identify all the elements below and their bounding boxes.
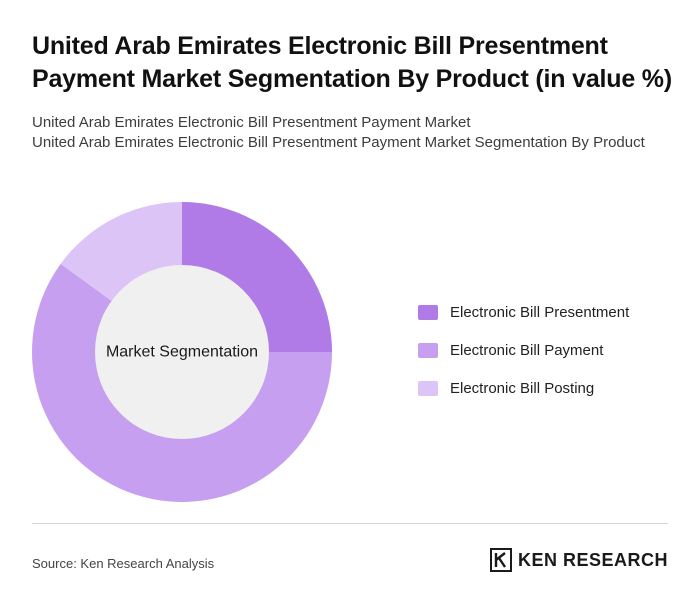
legend-swatch-1	[418, 304, 438, 320]
ken-research-logo-icon	[489, 548, 512, 572]
legend-item-1: Electronic Bill Presentment	[418, 302, 629, 322]
chart-subtitle: United Arab Emirates Electronic Bill Pre…	[32, 113, 652, 153]
legend-swatch-2	[418, 342, 438, 358]
legend-label-2: Electronic Bill Payment	[450, 341, 604, 359]
legend-label-3: Electronic Bill Posting	[450, 379, 595, 397]
donut-hole	[95, 265, 269, 439]
legend-item-2: Electronic Bill Payment	[418, 340, 629, 360]
subtitle-line-1: United Arab Emirates Electronic Bill Pre…	[32, 114, 471, 131]
legend-item-3: Electronic Bill Posting	[418, 378, 629, 398]
legend-swatch-3	[418, 380, 438, 396]
legend-label-1: Electronic Bill Presentment	[450, 303, 630, 321]
footer-divider	[32, 523, 668, 524]
chart-legend: Electronic Bill Presentment Electronic Bi…	[418, 302, 629, 416]
brand-logo: KEN RESEARCH	[489, 548, 668, 572]
donut-chart: Market Segmentation	[31, 202, 333, 503]
chart-title: United Arab Emirates Electronic Bill Pre…	[32, 32, 672, 93]
subtitle-line-2: United Arab Emirates Electronic Bill Pre…	[32, 134, 645, 151]
brand-name: KEN RESEARCH	[517, 549, 668, 570]
chart-area: Market Segmentation Electronic Bill Pres…	[0, 190, 700, 510]
donut-center-label: Market Segmentation	[106, 344, 258, 361]
source-note: Source: Ken Research Analysis	[32, 556, 215, 571]
